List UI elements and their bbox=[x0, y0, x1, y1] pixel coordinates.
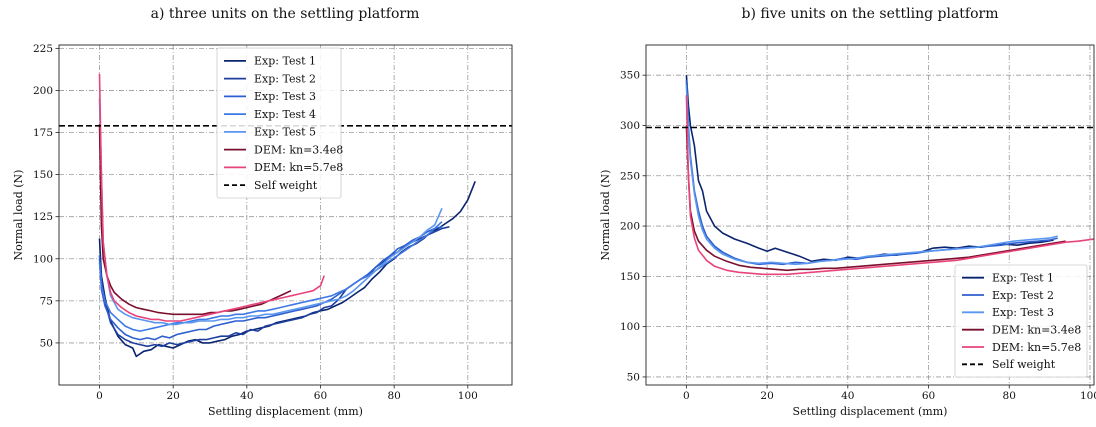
x-axis-label: Settling displacement (mm) bbox=[793, 405, 948, 418]
chart-title: a) three units on the settling platform bbox=[151, 6, 420, 22]
x-tick-label: 0 bbox=[683, 390, 690, 402]
plot-area bbox=[646, 75, 1094, 276]
series-line bbox=[685, 75, 1054, 263]
legend-label: DEM: kn=3.4e8 bbox=[992, 323, 1081, 336]
legend-label: DEM: kn=5.7e8 bbox=[254, 161, 343, 174]
y-axis-label: Normal load (N) bbox=[12, 170, 25, 261]
x-axis-label: Settling displacement (mm) bbox=[208, 405, 363, 418]
legend-box bbox=[216, 47, 342, 199]
legend-label: Exp: Test 1 bbox=[254, 55, 316, 68]
y-tick-label: 175 bbox=[33, 127, 53, 139]
y-tick-label: 125 bbox=[33, 211, 53, 223]
legend-label: DEM: kn=3.4e8 bbox=[254, 143, 343, 156]
series-line bbox=[685, 80, 1058, 266]
y-tick-label: 150 bbox=[33, 169, 53, 181]
series-line bbox=[98, 226, 443, 341]
plot-area bbox=[59, 73, 512, 358]
panel-b: b) five units on the settling platform 0 2… bbox=[599, 6, 1096, 418]
series-line bbox=[98, 181, 476, 358]
x-tick-label: 60 bbox=[922, 390, 935, 402]
x-tick-label: 100 bbox=[458, 390, 478, 402]
legend-box bbox=[954, 264, 1088, 378]
legend-label: Exp: Test 2 bbox=[992, 289, 1054, 302]
panel-a: a) three units on the settling platform 0… bbox=[12, 6, 513, 418]
series-line bbox=[98, 98, 443, 326]
y-tick-label: 50 bbox=[627, 371, 640, 383]
legend-label: DEM: kn=5.7e8 bbox=[992, 341, 1081, 354]
y-tick-label: 350 bbox=[620, 70, 640, 82]
x-tick-label: 40 bbox=[240, 390, 253, 402]
series-line bbox=[98, 73, 325, 322]
legend-label: Self weight bbox=[992, 358, 1056, 371]
y-tick-label: 300 bbox=[620, 120, 640, 132]
y-tick-label: 200 bbox=[620, 221, 640, 233]
x-tick-label: 20 bbox=[166, 390, 179, 402]
chart-title: b) five units on the settling platform bbox=[742, 6, 999, 22]
legend-label: Exp: Test 3 bbox=[254, 90, 316, 103]
y-tick-label: 150 bbox=[620, 271, 640, 283]
y-axis-label: Normal load (N) bbox=[599, 170, 612, 261]
y-tick-label: 75 bbox=[40, 295, 53, 307]
series-line bbox=[685, 95, 1094, 276]
y-tick-label: 100 bbox=[620, 321, 640, 333]
y-tick-label: 225 bbox=[33, 43, 53, 55]
x-tick-label: 80 bbox=[387, 390, 400, 402]
series-line bbox=[98, 124, 292, 316]
legend-label: Exp: Test 5 bbox=[254, 126, 316, 139]
y-tick-label: 100 bbox=[33, 253, 53, 265]
axes-frame bbox=[645, 44, 1095, 386]
axes-frame bbox=[58, 44, 513, 386]
series-line bbox=[685, 85, 1058, 266]
x-tick-label: 0 bbox=[96, 390, 103, 402]
x-tick-label: 40 bbox=[841, 390, 854, 402]
legend-label: Exp: Test 4 bbox=[254, 108, 316, 121]
series-line bbox=[98, 221, 443, 332]
legend-label: Exp: Test 1 bbox=[992, 271, 1054, 284]
legend-label: Self weight bbox=[254, 179, 318, 192]
x-tick-label: 80 bbox=[1003, 390, 1016, 402]
series-line bbox=[685, 125, 1066, 272]
legend-label: Exp: Test 2 bbox=[254, 72, 316, 85]
x-tick-label: 100 bbox=[1080, 390, 1096, 402]
y-tick-label: 250 bbox=[620, 170, 640, 182]
y-tick-label: 200 bbox=[33, 85, 53, 97]
legend-label: Exp: Test 3 bbox=[992, 306, 1054, 319]
x-tick-label: 60 bbox=[314, 390, 327, 402]
legend: Exp: Test 1 Exp: Test 2 Exp: Test 3 DEM: kn… bbox=[954, 264, 1088, 378]
x-tick-label: 20 bbox=[760, 390, 773, 402]
legend: Exp: Test 1 Exp: Test 2 Exp: Test 3 Exp: Te… bbox=[216, 47, 343, 199]
y-tick-label: 50 bbox=[40, 337, 53, 349]
